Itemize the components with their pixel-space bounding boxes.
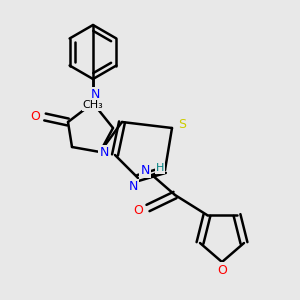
Text: S: S (178, 118, 186, 130)
Text: O: O (217, 263, 227, 277)
Text: CH₃: CH₃ (82, 100, 103, 110)
Text: H: H (156, 163, 164, 173)
Text: N: N (99, 146, 109, 160)
Text: O: O (30, 110, 40, 124)
Text: N: N (90, 88, 100, 101)
Text: O: O (133, 203, 143, 217)
Text: N: N (128, 181, 138, 194)
Text: N: N (140, 164, 150, 176)
